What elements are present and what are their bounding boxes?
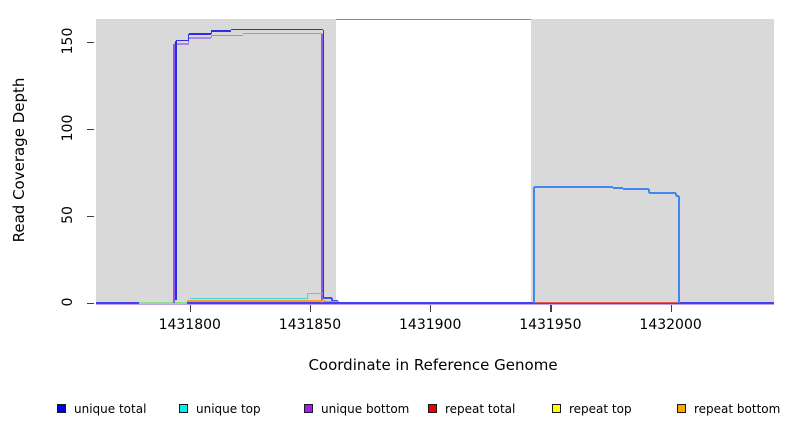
y-tick (87, 42, 94, 44)
coverage-line-segment (321, 33, 323, 303)
legend-swatch (57, 404, 66, 413)
coverage-line-segment (230, 28, 324, 31)
coverage-line-segment (533, 185, 613, 188)
coverage-line-segment (331, 297, 333, 301)
legend-label: repeat top (569, 402, 632, 416)
x-tick-label: 1431850 (278, 317, 342, 333)
coverage-line-segment (211, 30, 231, 33)
coverage-line-segment (322, 29, 325, 298)
coverage-line-segment (210, 31, 213, 35)
coverage-line-segment (175, 40, 177, 300)
legend-label: unique bottom (321, 402, 410, 416)
legend-swatch (552, 404, 561, 413)
x-tick (309, 305, 312, 312)
legend-label: unique total (74, 402, 147, 416)
coverage-line-segment (188, 37, 212, 39)
coverage-line-segment (675, 192, 678, 196)
coverage-line-segment (622, 188, 649, 191)
y-tick (87, 216, 94, 218)
legend-label: repeat bottom (694, 402, 781, 416)
coverage-line-segment (187, 300, 326, 302)
coverage-line-segment (307, 292, 324, 294)
coverage-line-segment (332, 299, 338, 302)
x-tick-label: 1431950 (519, 317, 582, 333)
coverage-line-segment (189, 297, 308, 300)
coverage-line-segment (612, 186, 623, 189)
shaded-region (531, 19, 774, 304)
coverage-line-segment (322, 300, 339, 303)
coverage-line-segment (187, 34, 190, 41)
coverage-line-segment (533, 301, 680, 303)
x-tick (550, 305, 552, 312)
x-tick-label: 1431900 (399, 317, 462, 333)
legend-swatch (304, 404, 313, 413)
coverage-line-segment (323, 297, 333, 299)
coverage-line-segment (188, 33, 212, 36)
x-tick (430, 305, 432, 312)
legend-swatch (428, 404, 437, 413)
coverage-line-segment (676, 194, 680, 197)
coverage-line-segment (176, 39, 189, 42)
coverage-line-segment (678, 195, 681, 303)
coverage-line-segment (648, 191, 677, 194)
coverage-line-segment (173, 43, 189, 45)
x-tick-label: 1431800 (158, 317, 221, 333)
coverage-line-segment (210, 35, 213, 38)
coverage-line-segment (211, 34, 243, 37)
y-tick (87, 129, 94, 131)
coverage-line-segment (242, 32, 322, 35)
x-axis-title: Coordinate in Reference Genome (308, 356, 558, 374)
coverage-line-segment (187, 37, 190, 45)
y-tick (87, 303, 94, 305)
legend-swatch (677, 404, 686, 413)
coverage-line-segment (96, 301, 774, 304)
coverage-line-segment (647, 189, 650, 193)
coverage-line-segment (96, 303, 774, 306)
legend-label: repeat total (445, 402, 516, 416)
x-tick-label: 1432000 (639, 317, 702, 333)
coverage-line-segment (336, 18, 532, 21)
coverage-line-segment (173, 44, 175, 303)
coverage-line-segment (532, 186, 535, 303)
coverage-line-segment (306, 293, 309, 299)
legend-label: unique top (196, 402, 261, 416)
x-tick (189, 305, 191, 312)
legend-swatch (179, 404, 188, 413)
coverage-line-segment (139, 302, 188, 304)
x-tick (670, 305, 672, 312)
shaded-region (96, 19, 337, 304)
